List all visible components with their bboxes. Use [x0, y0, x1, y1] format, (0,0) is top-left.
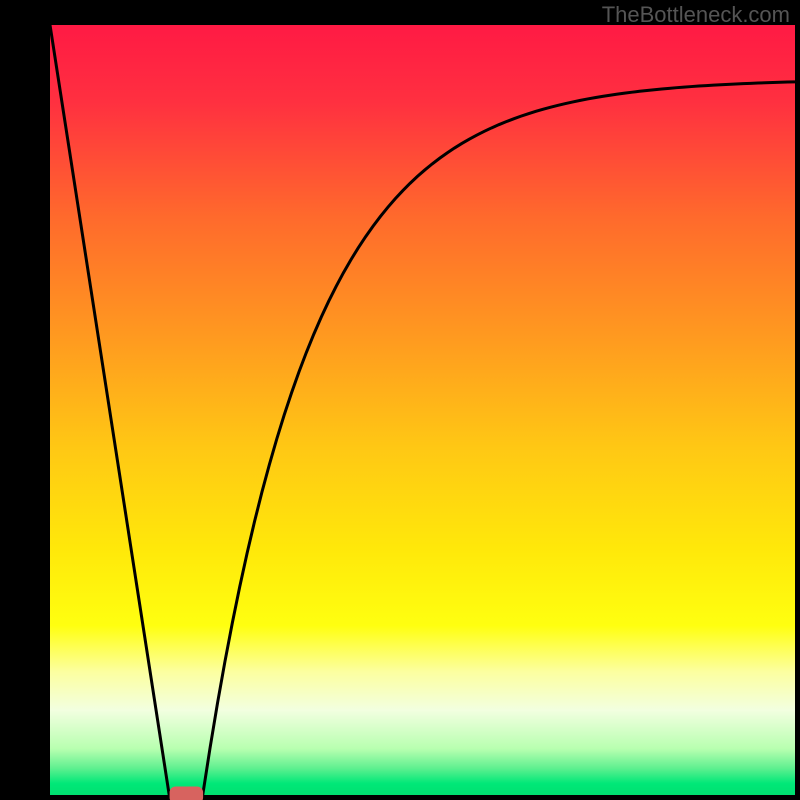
watermark-text: TheBottleneck.com [602, 2, 790, 28]
chart-svg [0, 0, 800, 800]
bottleneck-marker [170, 787, 204, 800]
chart-background [50, 25, 795, 795]
chart-container: TheBottleneck.com [0, 0, 800, 800]
